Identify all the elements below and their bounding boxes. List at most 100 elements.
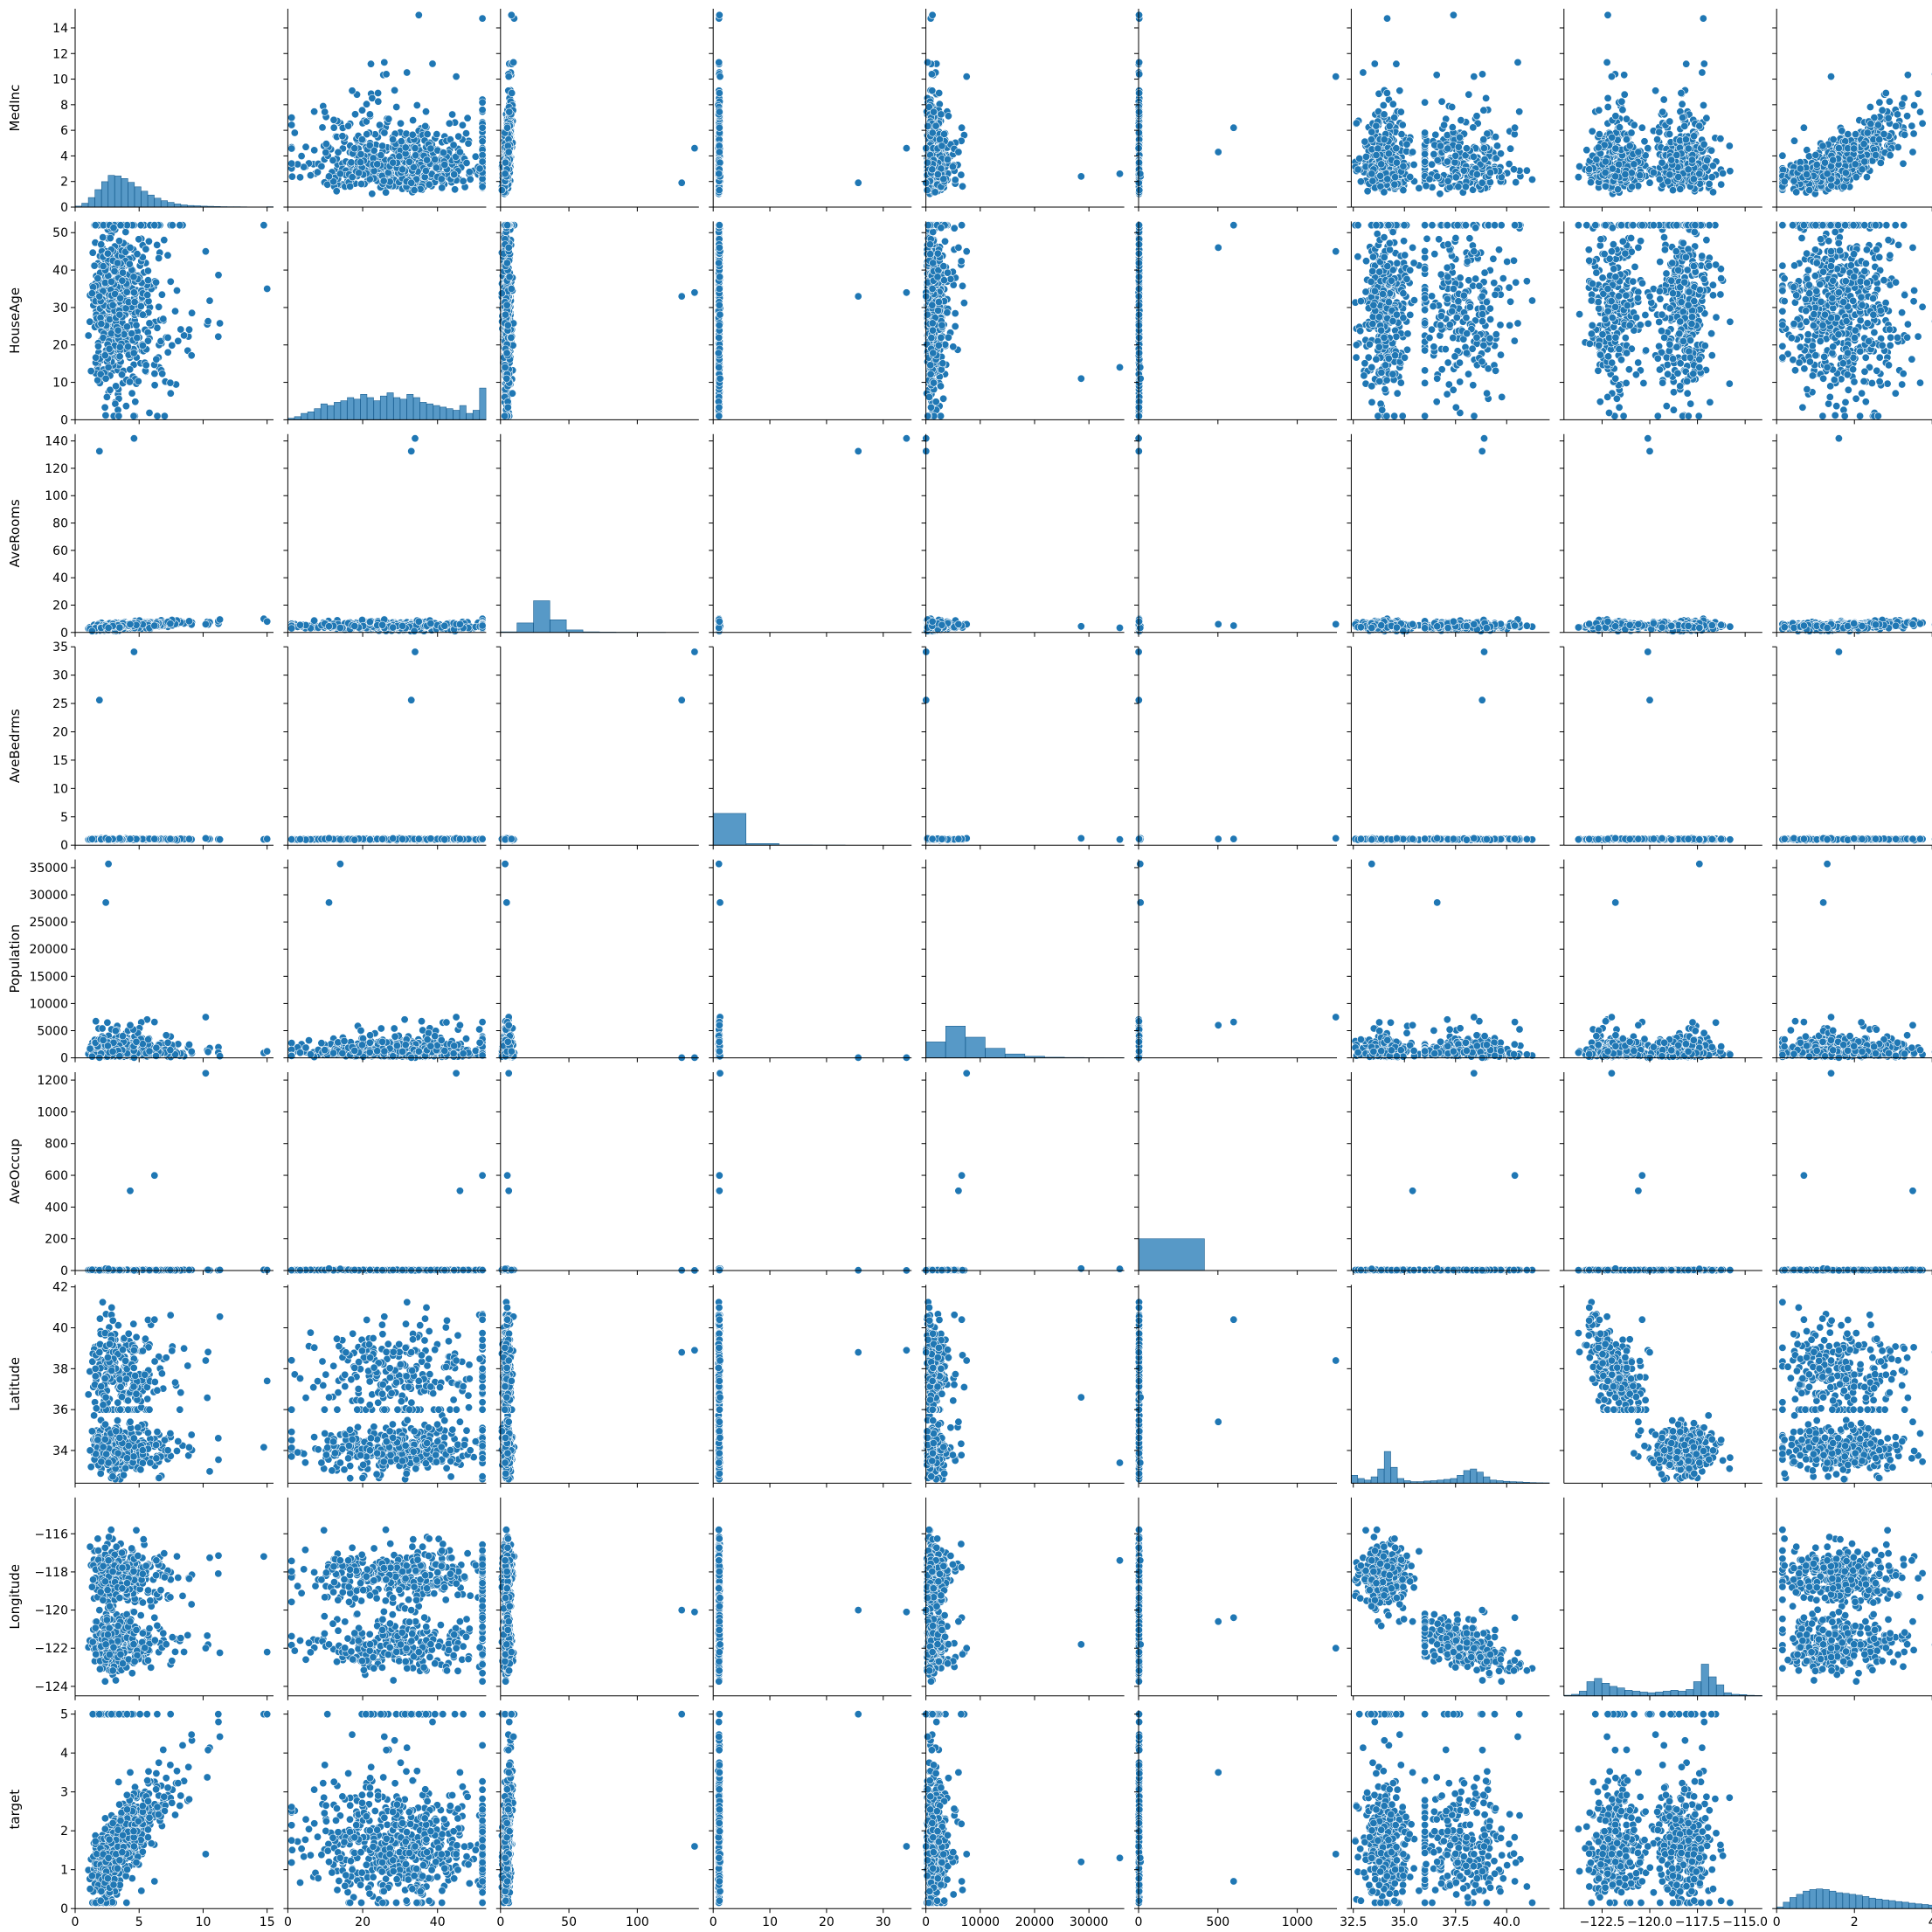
scatter-point — [358, 107, 365, 114]
scatter-point — [503, 124, 510, 131]
scatter-point — [288, 160, 295, 167]
scatter-point — [505, 149, 512, 156]
scatter-point — [383, 71, 390, 78]
scatter-point — [374, 89, 381, 96]
scatter-point — [432, 156, 439, 163]
scatter-point — [479, 151, 486, 158]
scatter-point — [460, 177, 467, 184]
scatter-point — [446, 120, 453, 127]
scatter-point — [397, 120, 404, 127]
scatter-point — [381, 59, 388, 66]
scatter-point — [424, 130, 431, 137]
hist-bar — [142, 191, 148, 207]
scatter-point — [381, 129, 388, 136]
scatter-point — [348, 159, 355, 166]
scatter-point — [439, 184, 446, 191]
scatter-point — [438, 176, 445, 183]
scatter-point — [322, 149, 329, 156]
y-tick-label: 10 — [52, 73, 68, 87]
scatter-point — [385, 115, 392, 122]
scatter-point — [463, 159, 470, 166]
scatter-point — [322, 108, 329, 115]
scatter-point — [377, 151, 384, 158]
scatter-point — [344, 122, 351, 129]
scatter-point — [333, 188, 340, 195]
hist-bar — [95, 190, 101, 207]
scatter-point — [298, 152, 305, 159]
scatter-point — [351, 145, 358, 152]
scatter-point — [409, 116, 416, 123]
scatter-point — [349, 87, 356, 94]
scatter-point — [426, 181, 433, 188]
scatter-point — [479, 99, 486, 106]
scatter-point — [322, 141, 329, 148]
scatter-point — [456, 149, 463, 156]
scatter-point — [455, 133, 462, 140]
scatter-point — [678, 179, 685, 186]
scatter-point — [408, 179, 415, 186]
scatter-point — [288, 173, 295, 180]
panel-medinc-vs-averooms — [496, 9, 699, 211]
scatter-point — [363, 100, 370, 107]
hist-bar — [114, 176, 121, 207]
scatter-point — [440, 149, 447, 156]
scatter-point — [466, 169, 473, 176]
scatter-point — [409, 131, 416, 138]
hist-bar — [82, 204, 88, 207]
scatter-point — [311, 147, 318, 154]
scatter-point — [339, 133, 346, 140]
scatter-point — [378, 142, 385, 149]
scatter-point — [330, 116, 337, 123]
y-tick-label: 4 — [60, 149, 68, 163]
scatter-point — [319, 124, 326, 131]
scatter-point — [366, 111, 373, 118]
hist-bar — [161, 201, 167, 207]
scatter-point — [330, 124, 337, 131]
scatter-point — [453, 73, 460, 80]
scatter-point — [467, 176, 474, 183]
hist-bar — [148, 195, 154, 207]
scatter-point — [402, 144, 409, 151]
scatter-point — [448, 111, 455, 118]
hist-bar — [175, 204, 181, 207]
scatter-point — [479, 124, 486, 131]
scatter-point — [398, 166, 405, 173]
panel-medinc-vs-avebedrms — [709, 9, 911, 211]
scatter-point — [462, 129, 469, 136]
hist-bar — [168, 203, 174, 207]
scatter-point — [502, 170, 509, 177]
scatter-point — [422, 122, 429, 129]
scatter-point — [302, 143, 309, 150]
hist-bar — [108, 176, 114, 207]
scatter-point — [450, 142, 457, 149]
scatter-point — [412, 144, 419, 151]
scatter-point — [349, 174, 356, 181]
scatter-point — [423, 156, 430, 163]
scatter-point — [476, 165, 483, 172]
scatter-point — [391, 87, 398, 93]
scatter-point — [329, 156, 336, 163]
scatter-point — [479, 138, 486, 145]
scatter-point — [451, 186, 458, 193]
hist-bar — [101, 182, 107, 207]
y-tick-label: 2 — [60, 176, 68, 190]
scatter-point — [405, 158, 412, 165]
scatter-point — [427, 145, 434, 152]
scatter-point — [479, 107, 486, 114]
hist-bar — [135, 187, 141, 207]
y-tick-label: 0 — [60, 201, 68, 215]
scatter-point — [509, 59, 516, 66]
hist-bar — [88, 197, 94, 207]
scatter-point — [413, 101, 420, 108]
scatter-point — [465, 140, 472, 147]
hist-bar — [121, 178, 128, 207]
y-tick-label: 14 — [52, 22, 68, 36]
scatter-point — [691, 144, 698, 151]
scatter-point — [296, 174, 303, 181]
scatter-point — [375, 98, 382, 105]
scatter-point — [505, 73, 512, 80]
scatter-point — [433, 130, 440, 137]
scatter-point — [393, 103, 400, 110]
scatter-point — [479, 184, 486, 190]
